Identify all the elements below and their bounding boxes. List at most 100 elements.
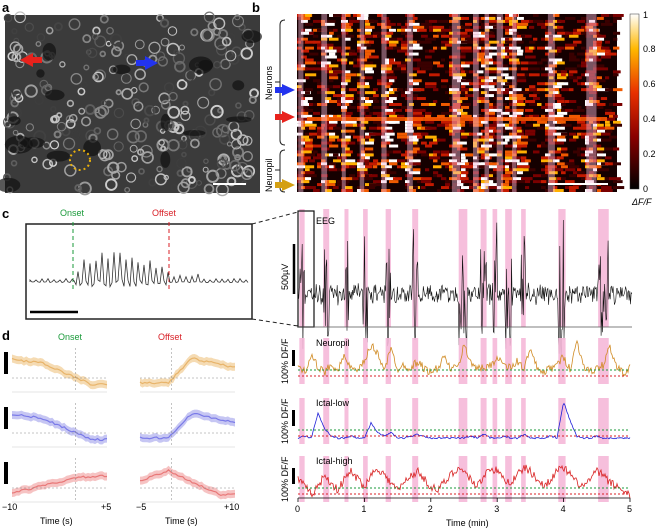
heatmap-cell [341,88,347,92]
heatmap-cell [325,88,330,92]
heatmap-cell [369,126,381,130]
d-band-2-right [140,465,235,500]
heatmap-cell [453,171,460,175]
heatmap-cell [409,79,414,83]
heatmap-cell [309,135,316,139]
heatmap-cell [349,141,356,145]
heatmap-cell [473,31,482,35]
heatmap-cell [589,132,594,136]
heatmap-cell [489,16,496,20]
heatmap-cell [425,61,432,65]
cell-body [77,87,86,96]
heatmap-seizure-band [512,14,517,192]
heatmap-cell [453,156,461,160]
heatmap-cell [405,108,413,112]
heatmap-cell [365,64,377,68]
heatmap-cell [297,177,309,181]
heatmap-cell [577,82,584,86]
heatmap-cell [549,126,559,130]
heatmap-cell [365,153,374,157]
heatmap-cell [585,52,592,56]
heatmap-cell [357,73,362,77]
heatmap-cell [521,165,530,169]
heatmap-cell [525,180,531,184]
heatmap-cell [457,165,463,169]
heatmap-cell [389,180,399,184]
cell-body [180,110,191,121]
heatmap-cell [589,31,600,35]
heatmap-cell [409,189,417,192]
heatmap-cell [361,82,367,86]
arrow-blue-a [136,56,158,70]
heatmap-cell [381,82,393,86]
heatmap-cell [581,16,588,20]
heatmap-cell [593,135,600,139]
heatmap-cell [309,132,318,136]
heatmap-cell [477,76,485,80]
heatmap-cell [385,73,395,77]
heatmap-cell [549,111,555,115]
heatmap-cell [577,19,586,23]
heatmap-cell [545,171,551,175]
heatmap-cell [497,58,504,62]
heatmap-cell [501,114,509,118]
heatmap-cell [505,76,515,80]
heatmap-cell [481,34,489,38]
cell-body [156,14,164,22]
cell-body [203,183,215,195]
heatmap-cell [341,79,349,83]
heatmap-cell [329,165,334,169]
heatmap-cell [433,28,443,32]
heatmap-cell [341,153,351,157]
heatmap-cell [301,108,309,112]
heatmap-cell [529,46,534,50]
heatmap-cell [517,16,524,20]
heatmap-cell [413,144,420,148]
heatmap-cell [521,19,531,23]
heatmap-cell [301,55,307,59]
heatmap-cell [565,100,572,103]
cell-body [25,123,35,132]
heatmap-cell [461,25,471,29]
heatmap-cell [433,153,438,157]
cell-body [35,41,42,47]
trace-seizure-band [323,338,330,384]
heatmap-cell [569,52,575,56]
heatmap-cell [517,94,523,98]
heatmap-cell [357,85,362,89]
heatmap-cell [385,138,394,142]
heatmap-cell [493,120,500,124]
heatmap-cell [477,55,485,59]
heatmap-cell [593,156,602,160]
heatmap-cell [553,25,560,29]
heatmap-cell [353,64,363,68]
heatmap-cell [533,37,538,41]
heatmap-cell [533,114,539,118]
heatmap-cell [297,138,304,142]
heatmap-cell [301,100,308,103]
heatmap-cell [453,31,459,35]
heatmap-cell [429,19,437,23]
cell-body [181,151,187,158]
heatmap-cell [457,189,465,192]
heatmap-cell [473,88,479,92]
heatmap-cell [317,162,325,166]
cell-body [83,64,90,71]
heatmap-cell [301,114,313,118]
heatmap-cell [609,177,621,181]
heatmap-cell [585,162,590,166]
heatmap-cell [545,88,552,92]
heatmap-cell [517,100,524,103]
heatmap-cell [409,162,421,166]
heatmap-cell [329,186,337,190]
heatmap-cell [349,61,354,65]
heatmap-cell [385,46,396,50]
heatmap-cell [461,73,467,77]
heatmap-cell [505,159,511,163]
heatmap-cell [541,67,546,71]
heatmap-cell [305,97,313,101]
cell-body [106,128,119,141]
cell-body [94,35,107,48]
heatmap-cell [321,174,328,178]
heatmap-cell [373,34,379,38]
